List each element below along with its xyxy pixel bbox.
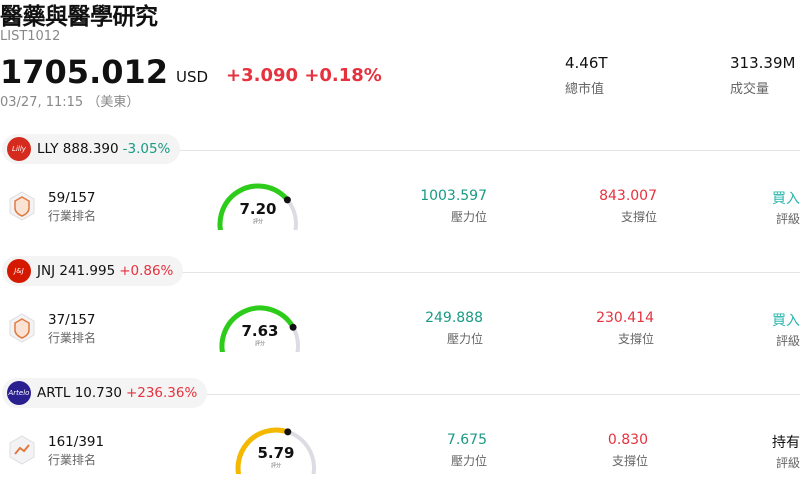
rating-label: 評級 <box>775 334 800 348</box>
market-cap-value: 4.46T <box>565 54 608 72</box>
industry-rank-value: 59/157 <box>48 190 96 206</box>
stock-ticker-price: JNJ 241.995 <box>37 263 116 279</box>
rank-shield-icon <box>8 434 36 466</box>
volume-value: 313.39M <box>730 54 796 72</box>
rating-label: 評級 <box>775 212 800 226</box>
score-caption: 評分 <box>252 219 263 225</box>
score-value: 5.79 <box>257 444 295 462</box>
rating-value[interactable]: 買入 <box>772 313 800 329</box>
rating-value[interactable]: 持有 <box>772 435 800 451</box>
rating-value[interactable]: 買入 <box>772 191 800 207</box>
market-cap-label: 總市值 <box>565 82 605 97</box>
jnj-logo-icon: J&J <box>7 259 31 283</box>
stock-change-percent: -3.05% <box>122 141 171 157</box>
gauge-fill <box>217 183 290 243</box>
gauge-fill <box>219 305 296 365</box>
price-change-value: +3.090 <box>226 65 299 86</box>
stock-ticker-price: ARTL 10.730 <box>37 385 122 401</box>
score-value: 7.63 <box>241 322 279 340</box>
sector-title: 醫藥與醫學研究 <box>0 4 158 30</box>
resistance-label: 壓力位 <box>450 210 487 224</box>
score-value: 7.20 <box>239 200 277 218</box>
score-caption: 評分 <box>270 463 281 469</box>
industry-rank-label: 行業排名 <box>48 209 97 223</box>
score-gauge <box>212 178 304 243</box>
resistance-value: 7.675 <box>446 432 487 448</box>
support-value: 843.007 <box>599 188 657 204</box>
quote-timestamp: 03/27, 11:15 （美東） <box>0 95 140 110</box>
score-gauge <box>214 300 306 365</box>
price-change: +3.090 +0.18% <box>226 65 382 86</box>
sector-code: LIST1012 <box>0 29 61 44</box>
row-divider <box>170 272 800 273</box>
industry-rank-value: 37/157 <box>48 312 96 328</box>
row-divider <box>170 150 800 151</box>
gauge-marker <box>284 428 292 436</box>
price-change-percent: +0.18% <box>304 65 382 86</box>
gauge-fill <box>235 427 291 487</box>
score-caption: 評分 <box>254 341 265 347</box>
resistance-label: 壓力位 <box>450 454 487 468</box>
score-gauge <box>230 422 322 487</box>
support-value: 230.414 <box>596 310 654 326</box>
lilly-logo-icon: Lilly <box>7 137 31 161</box>
support-label: 支撐位 <box>611 454 648 468</box>
artelo-logo-icon: Artelo <box>7 381 31 405</box>
stock-pill-lly[interactable]: Lilly LLY 888.390 -3.05% <box>2 134 181 164</box>
rank-shield-icon <box>8 190 36 222</box>
support-label: 支撐位 <box>617 332 654 346</box>
resistance-label: 壓力位 <box>446 332 483 346</box>
rating-label: 評級 <box>775 456 800 470</box>
industry-rank-label: 行業排名 <box>48 331 97 345</box>
support-label: 支撐位 <box>620 210 657 224</box>
support-value: 0.830 <box>607 432 648 448</box>
stock-pill-artl[interactable]: Artelo ARTL 10.730 +236.36% <box>2 378 208 408</box>
stock-pill-jnj[interactable]: J&J JNJ 241.995 +0.86% <box>2 256 184 286</box>
row-divider <box>170 394 800 395</box>
stock-change-percent: +236.36% <box>125 385 198 401</box>
stock-change-percent: +0.86% <box>119 263 174 279</box>
stock-ticker-price: LLY 888.390 <box>37 141 119 157</box>
rank-shield-icon <box>8 312 36 344</box>
industry-rank-label: 行業排名 <box>48 453 97 467</box>
resistance-value: 1003.597 <box>420 188 487 204</box>
volume-label: 成交量 <box>730 82 770 97</box>
sector-price: 1705.012 <box>0 53 169 91</box>
currency-label: USD <box>176 68 209 86</box>
industry-rank-value: 161/391 <box>48 434 105 450</box>
resistance-value: 249.888 <box>425 310 483 326</box>
gauge-marker <box>289 323 297 331</box>
gauge-marker <box>283 196 291 204</box>
